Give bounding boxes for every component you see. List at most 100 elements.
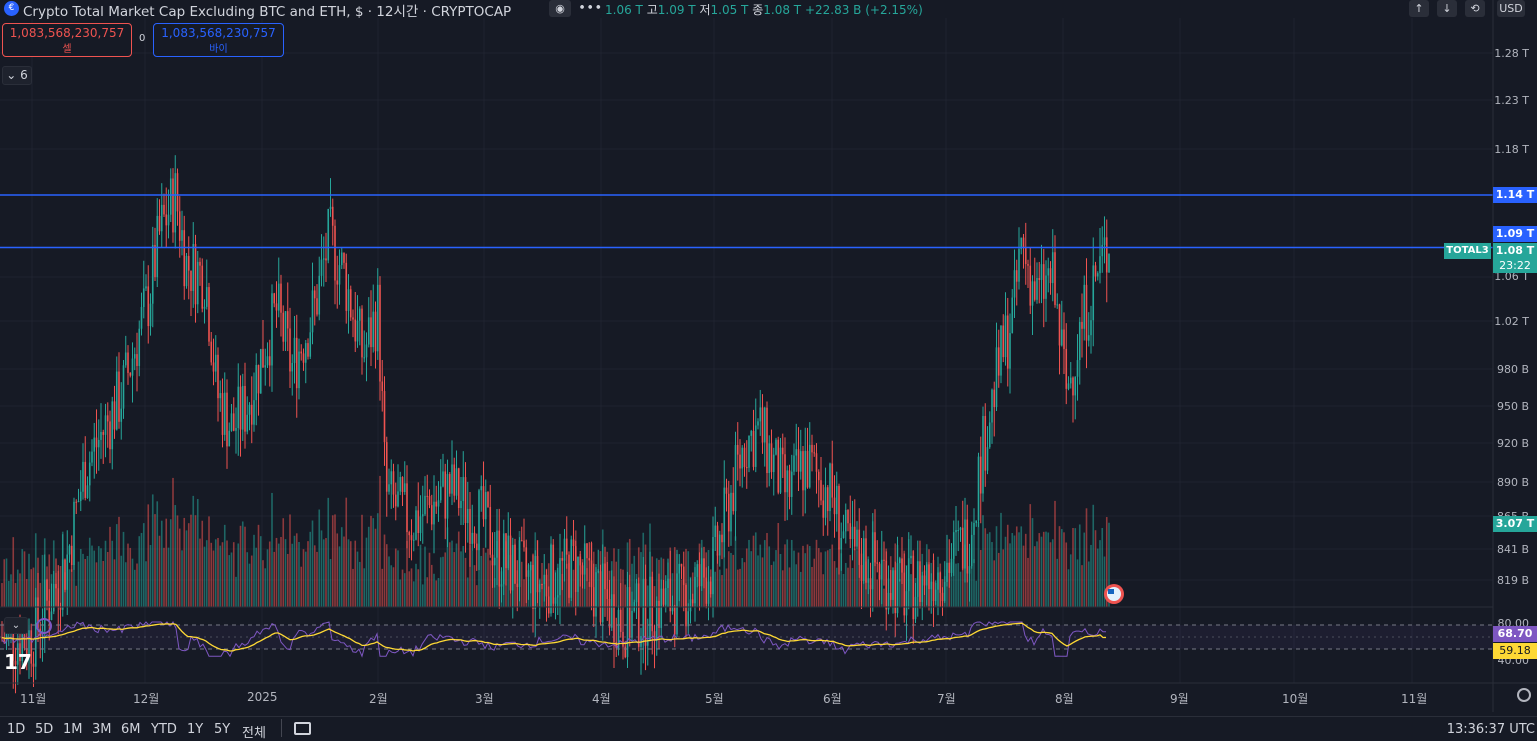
volume-bar bbox=[723, 534, 726, 607]
candle-body bbox=[552, 544, 555, 604]
candle-body bbox=[1049, 268, 1052, 284]
candle-body bbox=[610, 594, 613, 628]
candle-body bbox=[145, 286, 147, 289]
candle-body bbox=[406, 483, 408, 533]
candle-body bbox=[228, 430, 231, 447]
candle-body bbox=[68, 545, 71, 555]
candle-body bbox=[248, 404, 251, 415]
candle-body bbox=[982, 416, 984, 494]
volume-bar bbox=[847, 567, 849, 607]
volume-bar bbox=[133, 569, 136, 607]
sell-button[interactable]: 1,083,568,230,757 셀 bbox=[2, 23, 132, 57]
volume-bar bbox=[1029, 504, 1032, 607]
candle-body bbox=[606, 589, 609, 599]
volume-bar bbox=[808, 546, 811, 607]
scroll-up-button[interactable]: ↑ bbox=[1409, 0, 1429, 17]
range-ytd[interactable]: YTD bbox=[151, 722, 177, 737]
candle-body bbox=[59, 607, 62, 610]
candle-body bbox=[766, 407, 768, 474]
candle-body bbox=[417, 510, 420, 534]
volume-bar bbox=[385, 544, 388, 607]
scroll-down-button[interactable]: ↓ bbox=[1437, 0, 1457, 17]
volume-bar bbox=[417, 569, 420, 607]
volume-bar bbox=[743, 562, 746, 607]
flag-canton bbox=[1108, 589, 1114, 594]
range-all[interactable]: 전체 bbox=[242, 726, 266, 741]
volume-bar bbox=[754, 532, 757, 607]
candle-body bbox=[802, 451, 804, 491]
volume-bar bbox=[437, 577, 440, 607]
candle-body bbox=[874, 532, 876, 563]
volume-bar bbox=[124, 562, 127, 607]
volume-bar bbox=[275, 537, 278, 607]
volume-bar bbox=[1047, 532, 1050, 607]
volume-bar bbox=[181, 550, 183, 607]
volume-bar bbox=[376, 513, 379, 607]
candle-body bbox=[419, 516, 422, 534]
range-1m[interactable]: 1M bbox=[63, 722, 83, 737]
rsi-collapse-button[interactable]: ⌄ bbox=[4, 617, 28, 634]
low-value: 1.05 T bbox=[710, 3, 749, 17]
reset-view-button[interactable]: ⟲ bbox=[1465, 0, 1485, 17]
candle-body bbox=[482, 486, 485, 520]
candle-body bbox=[3, 638, 6, 642]
range-5d[interactable]: 5D bbox=[35, 722, 54, 737]
candle-body bbox=[415, 510, 417, 540]
candle-body bbox=[277, 283, 280, 311]
chevron-down-icon: ⌄ bbox=[6, 68, 17, 82]
candle-body bbox=[829, 463, 831, 512]
volume-bar bbox=[745, 548, 748, 607]
candle-body bbox=[345, 262, 348, 311]
candle-body bbox=[520, 540, 523, 542]
candle-body bbox=[979, 456, 982, 494]
eye-icon[interactable]: ◉ bbox=[549, 0, 571, 17]
volume-bar bbox=[988, 532, 991, 607]
candle-body bbox=[937, 572, 939, 590]
candle-body bbox=[698, 564, 701, 587]
range-1d[interactable]: 1D bbox=[7, 722, 26, 737]
candle-body bbox=[28, 630, 30, 657]
rsi-indicator-icon[interactable] bbox=[36, 618, 52, 634]
volume-bar bbox=[455, 543, 458, 607]
more-button[interactable]: ∙∙∙ bbox=[578, 0, 603, 15]
volume-bar bbox=[347, 539, 350, 607]
volume-bar bbox=[84, 559, 87, 607]
currency-button[interactable]: USD bbox=[1497, 0, 1525, 17]
candle-body bbox=[1015, 270, 1018, 282]
candle-body bbox=[815, 453, 818, 472]
candle-body bbox=[316, 298, 318, 315]
buy-button[interactable]: 1,083,568,230,757 바이 bbox=[153, 23, 284, 57]
volume-bar bbox=[840, 553, 843, 607]
candle-body bbox=[212, 362, 215, 372]
range-1y[interactable]: 1Y bbox=[187, 722, 204, 737]
chart-title[interactable]: Crypto Total Market Cap Excluding BTC an… bbox=[23, 4, 512, 20]
settings-gear-icon[interactable] bbox=[1517, 688, 1531, 702]
candle-body bbox=[255, 364, 258, 401]
candle-body bbox=[970, 534, 973, 567]
line-price-tag-2[interactable]: 1.09 T bbox=[1493, 226, 1537, 242]
candle-body bbox=[1006, 315, 1009, 369]
candle-body bbox=[545, 574, 548, 597]
volume-bar bbox=[115, 524, 118, 607]
volume-bar bbox=[23, 551, 26, 607]
volume-bar bbox=[982, 515, 984, 607]
line-price-tag-1[interactable]: 1.14 T bbox=[1493, 187, 1537, 203]
range-6m[interactable]: 6M bbox=[121, 722, 141, 737]
time-tick: 3월 bbox=[475, 692, 494, 706]
candle-body bbox=[493, 557, 496, 566]
indicator-toggle[interactable]: ⌄ 6 bbox=[2, 66, 32, 85]
candle-body bbox=[167, 214, 170, 226]
volume-bar bbox=[795, 564, 798, 607]
time-tick: 5월 bbox=[705, 692, 724, 706]
range-3m[interactable]: 3M bbox=[92, 722, 112, 737]
range-5y[interactable]: 5Y bbox=[214, 722, 231, 737]
candle-body bbox=[795, 449, 798, 456]
candle-body bbox=[442, 471, 444, 487]
calendar-icon[interactable] bbox=[294, 722, 311, 735]
volume-bar bbox=[547, 563, 550, 607]
volume-bar bbox=[1038, 533, 1041, 607]
volume-bar bbox=[352, 568, 354, 607]
volume-bar bbox=[1033, 546, 1036, 607]
volume-bar bbox=[340, 527, 343, 607]
